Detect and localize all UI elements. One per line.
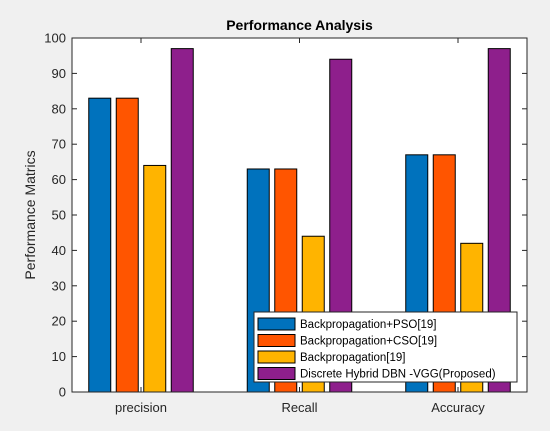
legend-label: Discrete Hybrid DBN -VGG(Proposed) (300, 369, 496, 381)
y-tick-label: 30 (52, 278, 66, 293)
bar (88, 97, 112, 393)
legend-box (253, 311, 518, 383)
y-tick-label: 0 (59, 385, 66, 400)
x-tick-label: Recall (281, 400, 317, 415)
y-axis-label: Performance Matrics (22, 150, 38, 279)
y-tick-label: 50 (52, 208, 66, 223)
bar (170, 48, 194, 393)
legend-swatch (257, 317, 296, 331)
legend-swatch (257, 367, 296, 380)
y-tick-label: 40 (52, 243, 66, 258)
y-tick-label: 100 (44, 31, 66, 46)
y-tick-label: 60 (52, 172, 66, 187)
legend-label: Backpropagation+CSO[19] (300, 336, 437, 348)
y-tick-label: 80 (52, 101, 66, 116)
legend-label: Backpropagation[19] (300, 352, 406, 364)
y-tick-label: 20 (52, 314, 66, 329)
y-tick-label: 90 (52, 66, 66, 81)
legend-label: Backpropagation+PSO[19] (300, 319, 437, 331)
y-tick-label: 70 (52, 137, 66, 152)
legend-swatch (257, 350, 296, 364)
bar (143, 164, 167, 393)
x-tick-label: Accuracy (431, 400, 485, 415)
chart-title: Performance Analysis (226, 17, 373, 33)
bar (115, 97, 139, 393)
x-tick-label: precision (115, 400, 167, 415)
legend: Backpropagation+PSO[19] Backpropagation+C… (253, 311, 518, 383)
y-tick-label: 10 (52, 349, 66, 364)
axes-layer: 0 10 20 30 40 50 60 70 80 90 100 precision Recall Acc… (44, 31, 528, 415)
legend-swatch (257, 334, 296, 347)
